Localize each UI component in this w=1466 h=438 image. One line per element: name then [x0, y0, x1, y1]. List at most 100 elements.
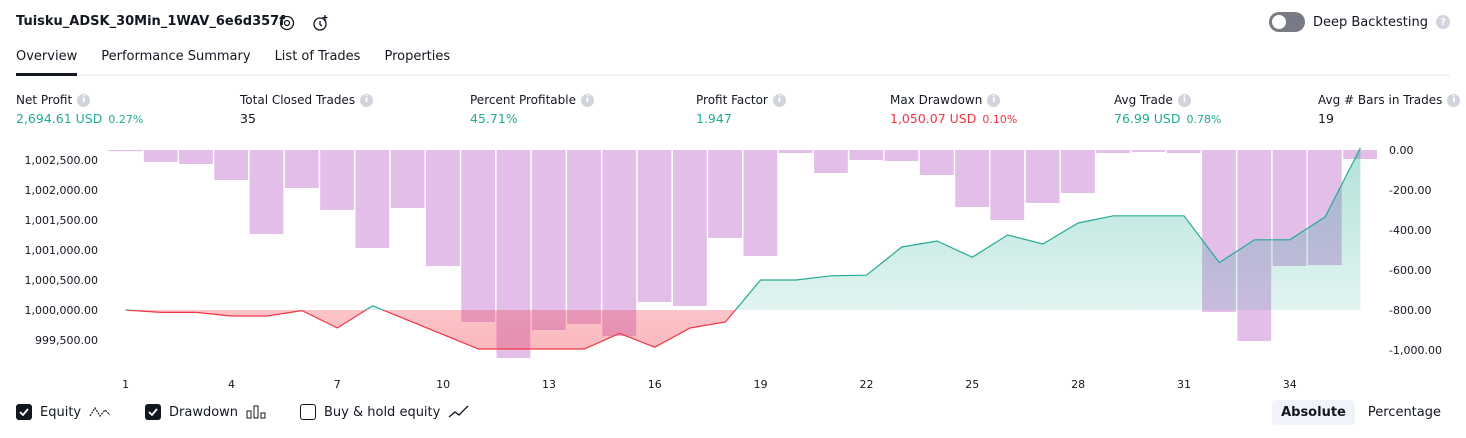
x-axis-tick: 28 — [1071, 378, 1085, 391]
drawdown-bar — [637, 150, 672, 302]
legend-drawdown[interactable]: Drawdown — [145, 404, 268, 420]
left-axis-tick: 999,500.00 — [35, 334, 98, 347]
metric-value: 45.71% — [470, 111, 518, 126]
right-axis-tick: -800.00 — [1389, 304, 1431, 317]
add-alert-clock-icon[interactable] — [310, 12, 332, 34]
equity-line-icon — [89, 406, 111, 418]
drawdown-bar — [743, 150, 778, 256]
drawdown-bar — [249, 150, 284, 234]
metric-percent: 0.27% — [108, 113, 144, 126]
legend-drawdown-label: Drawdown — [169, 404, 239, 420]
drawdown-bar — [320, 150, 354, 210]
drawdown-bar — [531, 150, 566, 330]
metric-percent-profitable: Percent Profitable i 45.71% — [470, 93, 594, 126]
metric-label: Avg # Bars in Trades — [1318, 93, 1443, 107]
left-axis-tick: 1,002,500.00 — [25, 154, 98, 167]
x-axis-tick: 10 — [436, 378, 450, 391]
drawdown-bar — [1131, 150, 1166, 152]
buy-hold-line-icon — [448, 405, 469, 418]
metric-percent: 0.10% — [982, 113, 1018, 126]
info-icon[interactable]: i — [987, 93, 1001, 107]
equity-checkbox[interactable] — [16, 404, 32, 420]
info-icon[interactable]: i — [1177, 93, 1191, 107]
x-axis-tick: 1 — [122, 378, 129, 391]
tab-performance-summary[interactable]: Performance Summary — [101, 49, 251, 64]
left-axis-tick: 1,002,000.00 — [25, 184, 98, 197]
buy-hold-checkbox[interactable] — [300, 404, 316, 420]
percentage-button[interactable]: Percentage — [1367, 405, 1441, 420]
drawdown-checkbox[interactable] — [145, 404, 161, 420]
drawdown-bar — [179, 150, 213, 164]
equity-drawdown-chart[interactable]: 1,002,500.00 1,002,000.00 1,001,500.00 1,00… — [0, 140, 1466, 398]
drawdown-bar — [1166, 150, 1201, 153]
equity-line-negative — [125, 310, 737, 350]
x-axis-tick: 25 — [965, 378, 979, 391]
metric-max-drawdown: Max Drawdown i 1,050.07 USD 0.10% — [890, 93, 1017, 126]
x-axis-tick: 22 — [859, 378, 873, 391]
drawdown-bar — [1096, 150, 1131, 153]
metric-value: 76.99 USD — [1114, 111, 1181, 126]
drawdown-bar — [143, 150, 178, 162]
right-axis-tick: -400.00 — [1389, 224, 1431, 237]
strategy-title: Tuisku_ADSK_30Min_1WAV_6e6d357f — [16, 14, 285, 29]
metric-label: Profit Factor — [696, 93, 768, 107]
tab-overview[interactable]: Overview — [16, 44, 78, 76]
metric-value: 2,694.61 USD — [16, 111, 103, 126]
drawdown-bar — [955, 150, 989, 207]
left-axis-tick: 1,000,500.00 — [25, 274, 98, 287]
drawdown-bar — [919, 150, 954, 175]
x-axis-tick: 13 — [542, 378, 556, 391]
equity-line-positive — [125, 147, 1361, 310]
deep-backtesting-toggle[interactable] — [1268, 12, 1305, 32]
absolute-button[interactable]: Absolute — [1272, 400, 1355, 425]
legend-buy-hold[interactable]: Buy & hold equity — [300, 404, 470, 420]
drawdown-bars-icon — [246, 405, 266, 419]
drawdown-bar — [990, 150, 1025, 220]
equity-area-positive — [125, 148, 1361, 310]
left-axis-tick: 1,000,000.00 — [25, 304, 98, 317]
drawdown-bar — [1025, 150, 1060, 203]
metric-avg-bars-in-trades: Avg # Bars in Trades i 19 — [1318, 93, 1461, 126]
info-icon[interactable]: i — [772, 93, 786, 107]
metric-total-closed-trades: Total Closed Trades i 35 — [240, 93, 374, 126]
drawdown-bar — [567, 150, 601, 324]
x-axis-tick: 19 — [754, 378, 768, 391]
settings-gear-icon[interactable] — [276, 12, 298, 34]
left-axis-tick: 1,001,000.00 — [25, 244, 98, 257]
metric-label: Avg Trade — [1114, 93, 1173, 107]
tab-properties[interactable]: Properties — [384, 49, 451, 64]
tab-list-of-trades[interactable]: List of Trades — [274, 49, 361, 64]
info-icon[interactable]: i — [77, 93, 91, 107]
drawdown-bar — [1061, 150, 1095, 193]
drawdown-bar — [814, 150, 848, 173]
display-mode-toggle: Absolute Percentage — [1272, 400, 1450, 425]
x-axis-tick: 7 — [334, 378, 341, 391]
info-icon[interactable]: i — [360, 93, 374, 107]
drawdown-bar — [778, 150, 813, 153]
right-axis-tick: -200.00 — [1389, 184, 1431, 197]
metric-label: Net Profit — [16, 93, 73, 107]
metric-net-profit: Net Profit i 2,694.61 USD 0.27% — [16, 93, 143, 126]
right-axis-tick: 0.00 — [1389, 144, 1414, 157]
drawdown-bar — [390, 150, 425, 208]
drawdown-bar — [108, 150, 143, 152]
legend-equity[interactable]: Equity — [16, 404, 111, 420]
legend-equity-label: Equity — [40, 404, 82, 420]
right-axis-tick: -1,000.00 — [1389, 344, 1442, 357]
drawdown-bar — [461, 150, 496, 322]
info-icon[interactable]: i — [580, 93, 594, 107]
right-axis-tick: -600.00 — [1389, 264, 1431, 277]
drawdown-bar — [426, 150, 460, 266]
metric-label: Total Closed Trades — [240, 93, 356, 107]
deep-backtesting-label: Deep Backtesting — [1312, 14, 1428, 30]
drawdown-bar — [284, 150, 319, 188]
help-question-icon[interactable]: ? — [1436, 15, 1450, 29]
legend-buy-hold-label: Buy & hold equity — [324, 404, 441, 420]
left-axis-tick: 1,001,500.00 — [25, 214, 98, 227]
equity-area-negative — [125, 310, 1361, 349]
metric-avg-trade: Avg Trade i 76.99 USD 0.78% — [1114, 93, 1221, 126]
metric-label: Percent Profitable — [470, 93, 576, 107]
info-icon[interactable]: i — [1447, 93, 1461, 107]
drawdown-bar — [355, 150, 390, 248]
metric-value: 1,050.07 USD — [890, 111, 977, 126]
